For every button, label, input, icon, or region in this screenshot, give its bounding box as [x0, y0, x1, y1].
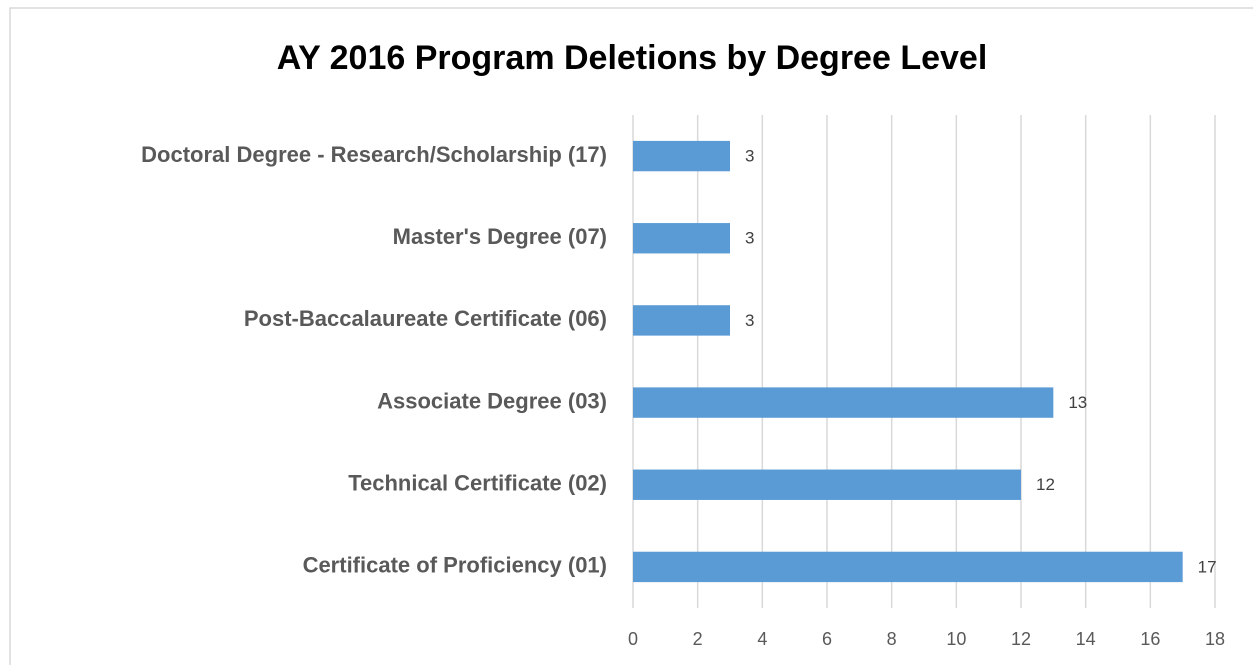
y-tick-label: Associate Degree (03)	[377, 388, 607, 413]
bar	[633, 551, 1183, 583]
y-tick-label: Certificate of Proficiency (01)	[303, 553, 607, 578]
bar	[633, 305, 730, 336]
x-tick-label: 6	[822, 629, 832, 649]
y-tick-label: Doctoral Degree - Research/Scholarship (…	[141, 142, 607, 167]
x-tick-label: 18	[1205, 629, 1225, 649]
y-tick-label: Technical Certificate (02)	[348, 471, 607, 496]
bar	[633, 469, 1021, 500]
x-tick-label: 2	[693, 629, 703, 649]
data-label: 13	[1068, 393, 1087, 412]
x-tick-label: 10	[946, 629, 966, 649]
x-tick-label: 4	[757, 629, 767, 649]
data-label: 17	[1198, 557, 1217, 576]
y-tick-label: Master's Degree (07)	[393, 224, 607, 249]
bar	[633, 223, 730, 254]
y-tick-label: Post-Baccalaureate Certificate (06)	[244, 306, 607, 331]
data-label: 3	[745, 229, 754, 248]
data-label: 3	[745, 311, 754, 330]
x-tick-label: 14	[1076, 629, 1096, 649]
x-tick-label: 12	[1011, 629, 1031, 649]
bar	[633, 140, 730, 172]
bar	[633, 387, 1054, 418]
x-tick-label: 16	[1140, 629, 1160, 649]
x-tick-label: 8	[887, 629, 897, 649]
data-label: 3	[745, 147, 754, 166]
data-label: 12	[1036, 475, 1055, 494]
x-tick-label: 0	[628, 629, 638, 649]
chart-title: AY 2016 Program Deletions by Degree Leve…	[277, 39, 988, 77]
